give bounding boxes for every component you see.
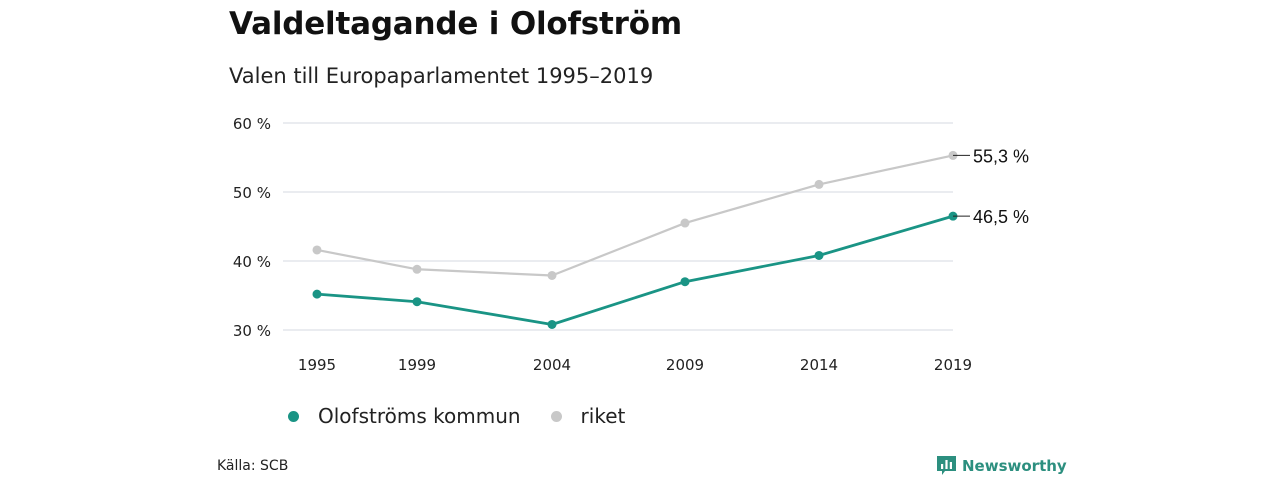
data-point-riket — [680, 218, 690, 228]
x-tick-label: 2019 — [934, 356, 972, 374]
end-labels: 55,3 % 46,5 % — [953, 146, 1029, 227]
x-tick-label: 2004 — [533, 356, 571, 374]
data-point-riket — [412, 264, 422, 274]
brand-logo[interactable]: Newsworthy — [937, 456, 1067, 475]
series-line-olofstrom — [316, 214, 954, 326]
x-tick-label: 2009 — [666, 356, 704, 374]
brand-name: Newsworthy — [962, 456, 1067, 475]
legend: Olofströms kommun riket — [288, 404, 655, 428]
data-point-riket — [312, 245, 322, 255]
y-tick-label: 60 % — [233, 115, 271, 133]
x-axis-ticks: 1995 1999 2004 2009 2014 2019 — [298, 356, 972, 374]
legend-item-riket: riket — [550, 404, 626, 428]
data-point-olofstrom — [547, 319, 557, 329]
series-line-riket — [316, 154, 954, 277]
legend-label-olofstrom: Olofströms kommun — [318, 404, 521, 428]
chart-title: Valdeltagande i Olofström — [229, 6, 682, 42]
data-point-riket — [547, 270, 557, 280]
data-point-riket — [814, 179, 824, 189]
bar-chart-icon — [937, 456, 956, 475]
data-point-olofstrom — [312, 289, 322, 299]
legend-label-riket: riket — [580, 404, 626, 428]
y-axis-ticks: 60 % 50 % 40 % 30 % — [233, 115, 271, 340]
data-point-olofstrom — [814, 250, 824, 260]
chart-subtitle: Valen till Europaparlamentet 1995–2019 — [229, 64, 654, 88]
legend-dot-olofstrom — [288, 410, 299, 422]
x-tick-label: 1995 — [298, 356, 336, 374]
data-point-olofstrom — [412, 297, 422, 307]
y-tick-label: 30 % — [233, 322, 271, 340]
series-group — [312, 150, 958, 329]
legend-item-olofstrom: Olofströms kommun — [288, 404, 521, 428]
data-point-olofstrom — [680, 277, 690, 287]
x-tick-label: 1999 — [398, 356, 436, 374]
source-note: Källa: SCB — [217, 458, 289, 474]
end-label-riket: 55,3 % — [973, 146, 1029, 166]
gridlines — [283, 122, 953, 331]
y-tick-label: 50 % — [233, 184, 271, 202]
y-tick-label: 40 % — [233, 253, 271, 271]
legend-dot-riket — [550, 410, 562, 422]
end-label-olofstrom: 46,5 % — [973, 207, 1029, 227]
x-tick-label: 2014 — [800, 356, 838, 374]
